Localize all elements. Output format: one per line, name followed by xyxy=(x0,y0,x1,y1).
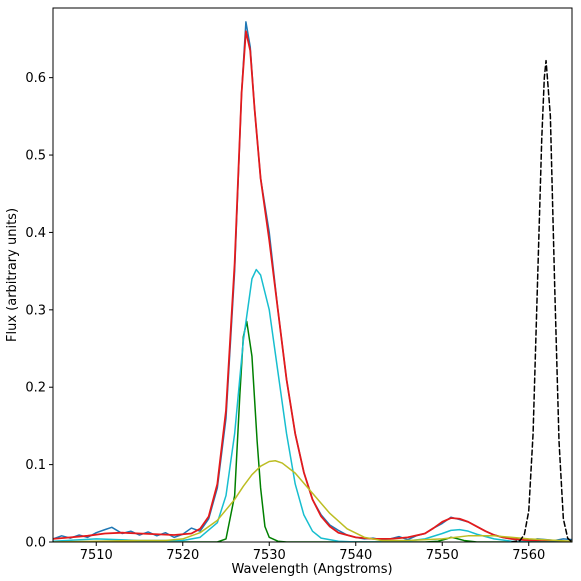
y-axis-label: Flux (arbitrary units) xyxy=(5,208,20,342)
y-tick-label: 0.6 xyxy=(25,71,46,86)
y-tick-label: 0.3 xyxy=(25,303,46,318)
y-axis-ticks: 0.0 0.1 0.2 0.3 0.4 0.5 0.6 xyxy=(25,71,53,551)
x-tick-label: 7510 xyxy=(80,548,113,563)
y-tick-label: 0.2 xyxy=(25,381,46,396)
x-tick-label: 7540 xyxy=(339,548,372,563)
plot-area-frame xyxy=(52,7,573,543)
x-axis-label: Wavelength (Angstroms) xyxy=(231,562,392,577)
y-tick-label: 0.4 xyxy=(25,226,46,241)
series-layer xyxy=(53,21,572,542)
y-tick-label: 0.1 xyxy=(25,458,46,473)
series-line-total-fit xyxy=(53,30,572,542)
x-tick-label: 7560 xyxy=(512,548,545,563)
series-line-broad-component xyxy=(53,459,572,542)
y-tick-label: 0.5 xyxy=(25,149,46,164)
x-tick-label: 7520 xyxy=(166,548,199,563)
x-axis-ticks: 7510 7520 7530 7540 7550 7560 xyxy=(80,542,545,563)
series-line-reference-line xyxy=(510,59,572,542)
x-tick-label: 7530 xyxy=(253,548,286,563)
y-tick-label: 0.0 xyxy=(25,536,46,551)
x-tick-label: 7550 xyxy=(426,548,459,563)
